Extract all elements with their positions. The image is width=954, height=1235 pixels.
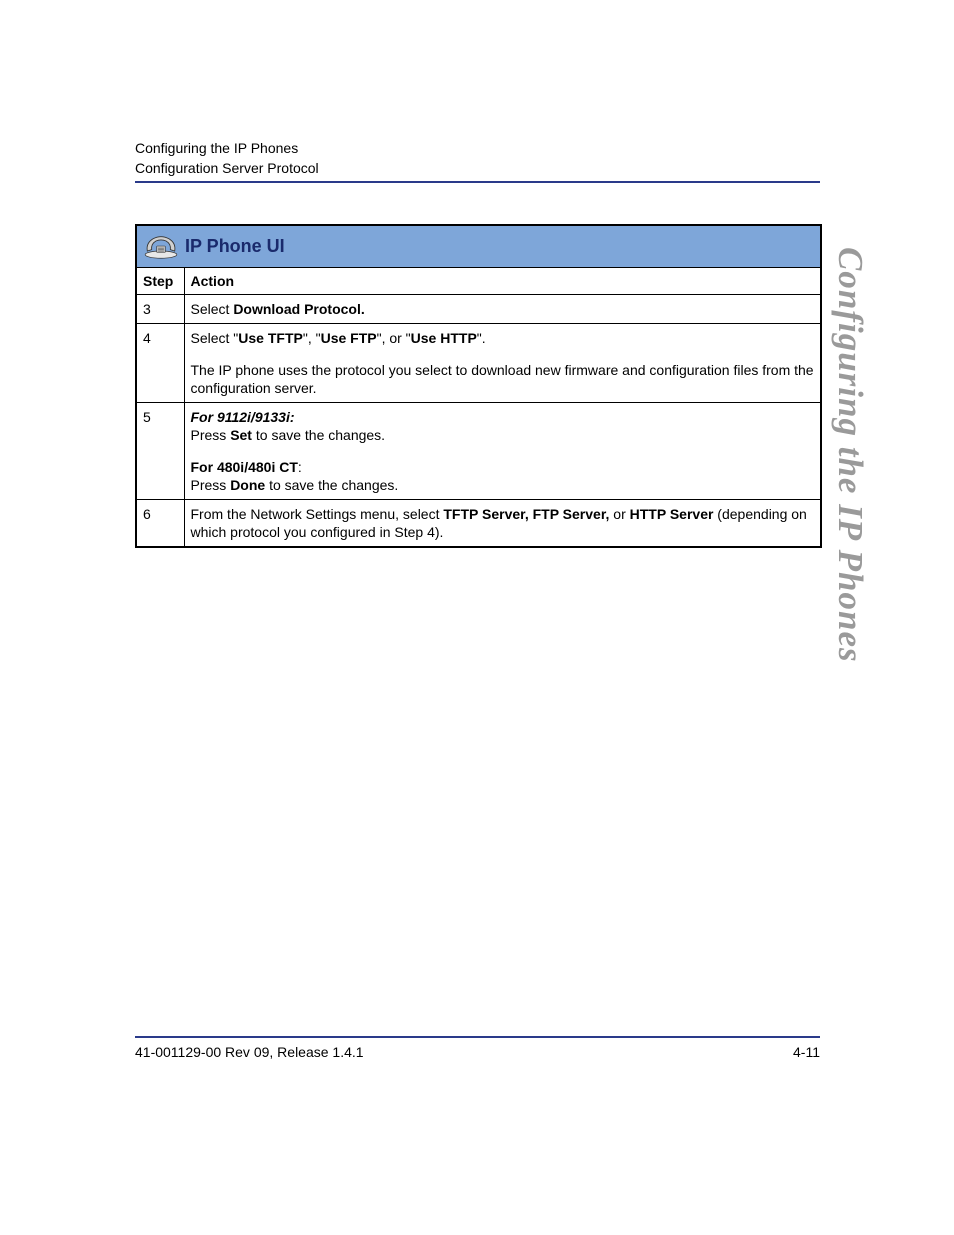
bold-text: Set [230, 427, 252, 443]
document-page: Configuring the IP Phones Configuration … [0, 0, 954, 1235]
page-footer: 41-001129-00 Rev 09, Release 1.4.1 4-11 [135, 1044, 820, 1060]
col-action: Action [184, 267, 821, 294]
bold-text: Done [230, 477, 265, 493]
footer-right: 4-11 [793, 1044, 820, 1060]
table-title-inner: IP Phone UI [137, 226, 820, 267]
instruction-table-wrap: IP Phone UI Step Action 3 Select Downloa… [135, 224, 822, 548]
footer-left: 41-001129-00 Rev 09, Release 1.4.1 [135, 1044, 364, 1060]
instruction-table: IP Phone UI Step Action 3 Select Downloa… [135, 224, 822, 548]
table-title-row: IP Phone UI [136, 225, 821, 267]
step-cell: 3 [136, 294, 184, 323]
side-tab: Configuring the IP Phones [830, 247, 870, 717]
text: to save the changes. [252, 427, 385, 443]
header-rule [135, 181, 820, 183]
action-cell: From the Network Settings menu, select T… [184, 499, 821, 547]
text: From the Network Settings menu, select [191, 506, 444, 522]
table-title-cell: IP Phone UI [136, 225, 821, 267]
table-header-row: Step Action [136, 267, 821, 294]
bold-text: TFTP Server, FTP Server, [443, 506, 609, 522]
paragraph-gap [191, 444, 815, 458]
bold-text: Use FTP [321, 330, 377, 346]
text: or [609, 506, 629, 522]
text: : [298, 459, 302, 475]
text: ", " [303, 330, 321, 346]
text: Select [191, 301, 234, 317]
text: to save the changes. [265, 477, 398, 493]
action-cell: For 9112i/9133i: Press Set to save the c… [184, 402, 821, 499]
text: Press [191, 477, 231, 493]
table-row: 3 Select Download Protocol. [136, 294, 821, 323]
phone-icon [143, 233, 179, 259]
text: Select " [191, 330, 239, 346]
text: ". [477, 330, 486, 346]
paragraph-gap [191, 347, 815, 361]
text: Press [191, 427, 231, 443]
table-title-text: IP Phone UI [185, 236, 285, 257]
step-cell: 6 [136, 499, 184, 547]
action-cell: Select Download Protocol. [184, 294, 821, 323]
table-row: 4 Select "Use TFTP", "Use FTP", or "Use … [136, 323, 821, 402]
bold-text: Download Protocol. [233, 301, 364, 317]
table-row: 5 For 9112i/9133i: Press Set to save the… [136, 402, 821, 499]
table-row: 6 From the Network Settings menu, select… [136, 499, 821, 547]
step-cell: 5 [136, 402, 184, 499]
bold-text: For 480i/480i CT [191, 459, 298, 475]
bold-italic-text: For 9112i/9133i: [191, 409, 295, 425]
col-step: Step [136, 267, 184, 294]
text: The IP phone uses the protocol you selec… [191, 362, 814, 396]
step-cell: 4 [136, 323, 184, 402]
footer-rule [135, 1036, 820, 1038]
action-cell: Select "Use TFTP", "Use FTP", or "Use HT… [184, 323, 821, 402]
bold-text: HTTP Server [630, 506, 714, 522]
bold-text: Use HTTP [411, 330, 477, 346]
header-line-1: Configuring the IP Phones [135, 138, 820, 158]
page-header: Configuring the IP Phones Configuration … [135, 138, 820, 178]
bold-text: Use TFTP [238, 330, 303, 346]
text: ", or " [377, 330, 411, 346]
header-line-2: Configuration Server Protocol [135, 158, 820, 178]
